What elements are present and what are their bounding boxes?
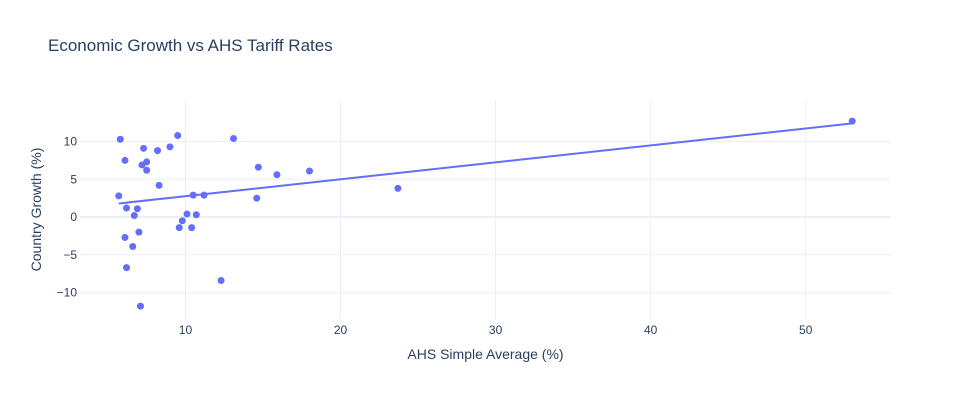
x-tick-label: 30	[489, 323, 503, 337]
trendline-layer	[118, 122, 853, 205]
data-point[interactable]	[230, 135, 238, 143]
x-tick-label: 10	[179, 323, 193, 337]
data-point[interactable]	[115, 192, 123, 200]
data-point[interactable]	[116, 135, 124, 143]
data-point[interactable]	[121, 156, 129, 164]
data-point[interactable]	[135, 228, 143, 236]
y-tick-label: −10	[57, 286, 78, 300]
y-tick-label: 10	[64, 135, 78, 149]
data-point[interactable]	[253, 194, 261, 202]
data-point[interactable]	[174, 131, 182, 139]
data-point[interactable]	[305, 167, 313, 175]
gridlines	[80, 100, 891, 319]
data-point[interactable]	[217, 276, 225, 284]
data-point[interactable]	[123, 204, 131, 212]
x-tick-label: 50	[799, 323, 813, 337]
data-point[interactable]	[200, 191, 208, 199]
data-point[interactable]	[140, 144, 148, 152]
data-point[interactable]	[123, 264, 131, 272]
data-point[interactable]	[394, 184, 402, 192]
y-tick-label: −5	[63, 248, 77, 262]
y-tick-label: 5	[70, 172, 77, 186]
data-point[interactable]	[136, 302, 144, 310]
x-axis-label: AHS Simple Average (%)	[407, 346, 563, 362]
data-point[interactable]	[130, 212, 138, 220]
data-point[interactable]	[178, 217, 186, 225]
data-point[interactable]	[175, 224, 183, 232]
chart-title: Economic Growth vs AHS Tariff Rates	[48, 36, 333, 55]
data-point[interactable]	[183, 210, 191, 218]
data-point[interactable]	[129, 243, 137, 251]
y-axis-label: Country Growth (%)	[28, 148, 44, 272]
data-point[interactable]	[154, 147, 162, 155]
x-tick-label: 40	[644, 323, 658, 337]
data-point[interactable]	[273, 171, 281, 179]
tick-labels: 10 20 30 40 50 −10 −5 0 5 10	[57, 135, 813, 337]
data-point[interactable]	[192, 211, 200, 219]
data-point[interactable]	[848, 117, 856, 125]
data-point[interactable]	[188, 224, 196, 232]
data-point[interactable]	[155, 181, 163, 189]
data-point[interactable]	[133, 205, 141, 213]
data-point[interactable]	[166, 143, 174, 151]
data-point[interactable]	[189, 191, 197, 199]
x-tick-label: 20	[334, 323, 348, 337]
data-point[interactable]	[143, 166, 151, 174]
data-point[interactable]	[254, 163, 262, 171]
data-point[interactable]	[143, 158, 151, 166]
y-tick-label: 0	[70, 210, 77, 224]
data-point[interactable]	[121, 233, 129, 241]
data-points	[115, 117, 856, 310]
trendline	[118, 122, 853, 205]
